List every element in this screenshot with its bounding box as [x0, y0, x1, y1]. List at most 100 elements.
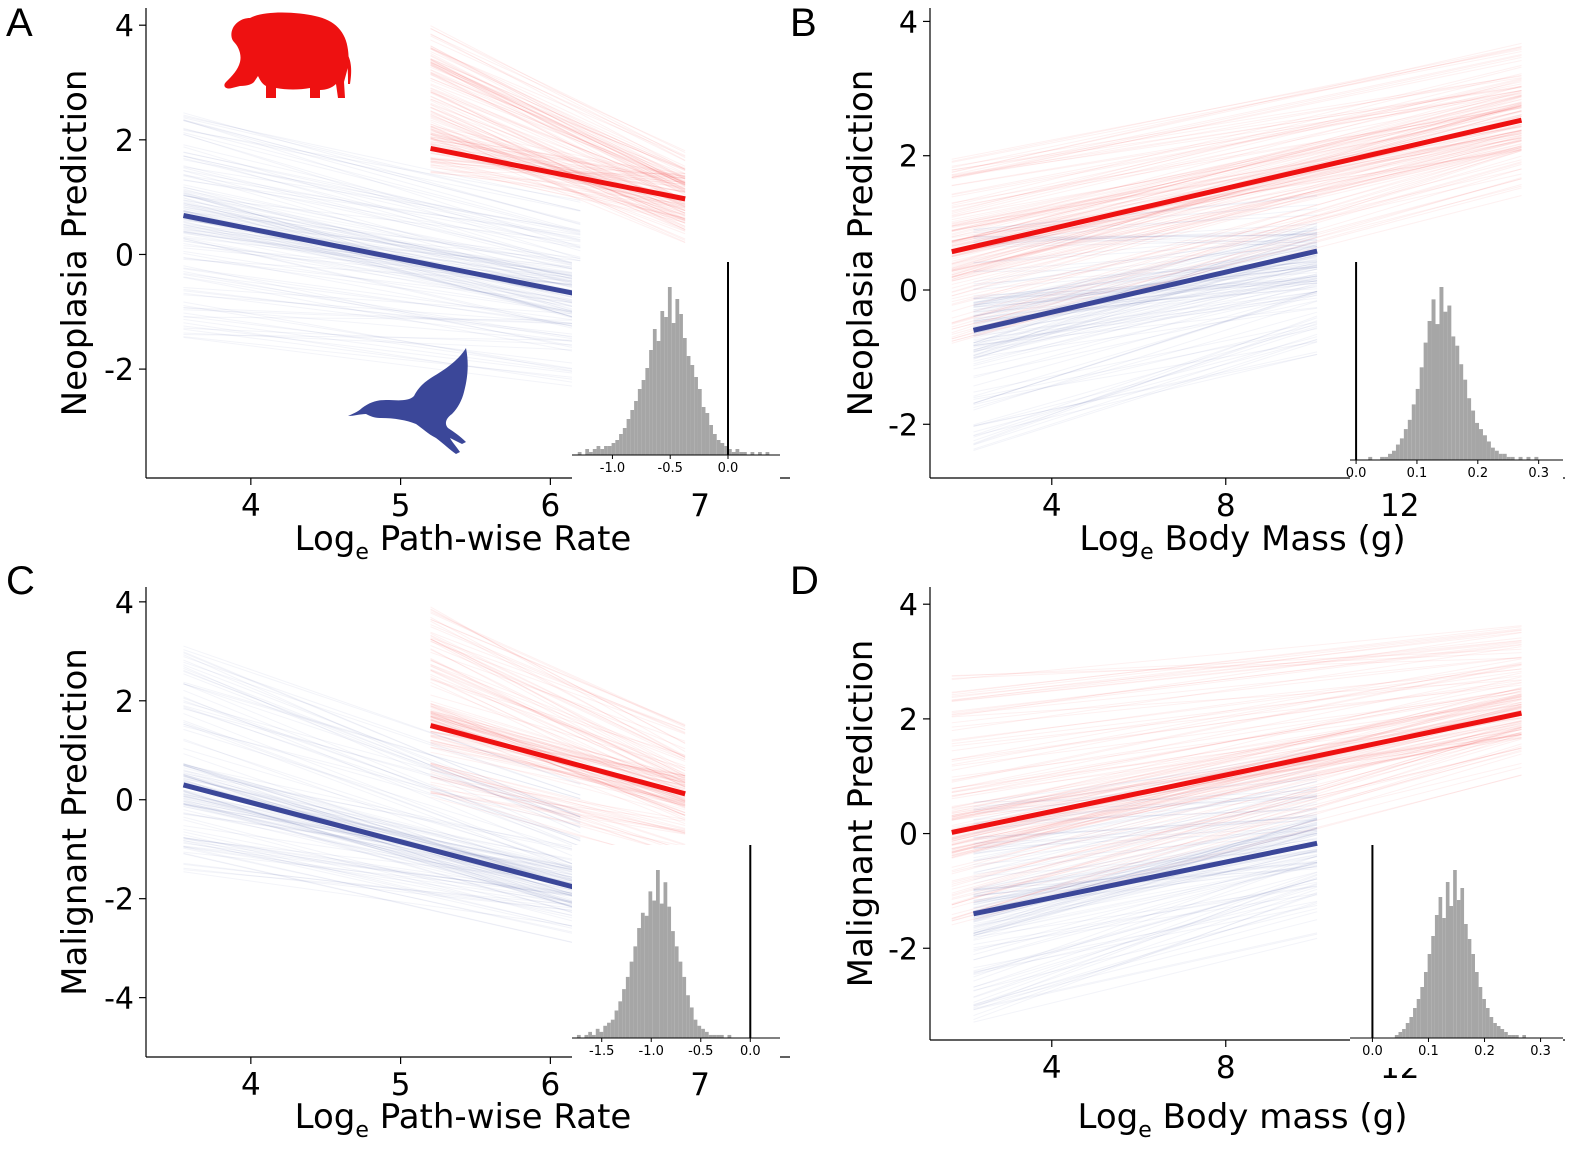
- birds-posterior-line: [183, 851, 581, 897]
- birds-posterior-line: [973, 819, 1318, 838]
- inset-histogram: 0.0 0.1 0.2 0.3: [1350, 845, 1563, 1068]
- mammals-posterior-line: [430, 72, 686, 175]
- x-axis-title-rest: Body mass (g): [1152, 1097, 1408, 1137]
- birds-posterior-line: [183, 763, 581, 885]
- birds-posterior-line: [973, 317, 1318, 436]
- mammals-posterior-line: [951, 728, 1522, 868]
- birds-posterior-line: [973, 322, 1318, 442]
- mammals-posterior-line: [951, 134, 1522, 258]
- mammals-mean-line: [429, 723, 686, 797]
- mammals-posterior-line: [430, 47, 686, 180]
- histogram-bar: [1506, 456, 1511, 460]
- birds-posterior-line: [183, 765, 581, 899]
- birds-posterior-line: [183, 194, 581, 290]
- birds-posterior-line: [973, 789, 1318, 811]
- histogram-bar: [600, 449, 605, 455]
- mammals-posterior-line: [951, 698, 1522, 809]
- histogram-bar: [1485, 1008, 1490, 1038]
- birds-posterior-line: [973, 865, 1318, 941]
- mammals-posterior-line: [951, 745, 1522, 920]
- mammals-posterior-line: [430, 167, 686, 200]
- mammals-posterior-line: [430, 638, 686, 760]
- birds-posterior-line: [973, 850, 1318, 932]
- panel-d: -20244812DLoge Body mass (g)Malignant Pr…: [790, 559, 1565, 1143]
- histogram-bar: [765, 452, 770, 455]
- histogram-bar: [1435, 324, 1440, 460]
- mammals-posterior-line: [430, 620, 686, 757]
- mammals-posterior-line: [951, 140, 1522, 271]
- x-axis-title-subscript: e: [355, 540, 369, 565]
- birds-posterior-line: [973, 273, 1318, 357]
- histogram-bar: [671, 931, 675, 1038]
- birds-posterior-line: [183, 705, 581, 847]
- mammals-posterior-line: [430, 137, 686, 193]
- mammals-posterior-line: [430, 117, 686, 221]
- birds-posterior-line: [973, 266, 1318, 303]
- mammals-posterior-line: [951, 736, 1522, 821]
- mammals-posterior-line: [951, 46, 1522, 162]
- birds-posterior-line: [183, 834, 581, 929]
- mammals-posterior-line: [951, 168, 1522, 300]
- mammals-posterior-line: [430, 792, 686, 832]
- birds-posterior-line: [183, 157, 581, 258]
- birds-posterior-line: [973, 850, 1318, 902]
- mammals-posterior-line: [430, 130, 686, 183]
- birds-posterior-line: [973, 803, 1318, 855]
- birds-posterior-line: [183, 173, 581, 288]
- birds-posterior-line: [973, 885, 1318, 946]
- birds-posterior-line: [183, 763, 581, 878]
- mammals-posterior-line: [951, 147, 1522, 255]
- mammals-posterior-line: [951, 629, 1522, 702]
- mammals-posterior-line: [951, 93, 1522, 187]
- histogram-bar: [690, 365, 695, 455]
- mammals-posterior-line: [951, 688, 1522, 781]
- birds-posterior-line: [973, 231, 1318, 307]
- mammals-posterior-line: [951, 668, 1522, 728]
- birds-posterior-line: [973, 239, 1318, 248]
- birds-posterior-line: [973, 261, 1318, 313]
- mammals-posterior-lines: [430, 25, 686, 244]
- mammals-posterior-line: [951, 712, 1522, 856]
- birds-posterior-line: [973, 275, 1318, 319]
- birds-posterior-line: [973, 324, 1318, 406]
- birds-posterior-line: [183, 194, 581, 279]
- histogram-bar: [640, 912, 645, 1038]
- histogram-bar: [1407, 419, 1412, 460]
- birds-posterior-line: [973, 893, 1318, 949]
- birds-posterior-line: [973, 833, 1318, 908]
- birds-posterior-line: [973, 233, 1318, 241]
- histogram-bar: [652, 329, 657, 455]
- birds-posterior-line: [973, 300, 1318, 377]
- birds-posterior-line: [183, 155, 581, 242]
- histogram-bar: [611, 443, 616, 455]
- mammals-posterior-line: [430, 775, 686, 851]
- mammals-posterior-line: [430, 719, 686, 784]
- mammals-posterior-line: [951, 110, 1522, 269]
- birds-posterior-line: [183, 767, 581, 874]
- birds-posterior-line: [973, 341, 1318, 451]
- birds-posterior-line: [973, 295, 1318, 341]
- histogram-bar: [1434, 915, 1439, 1038]
- x-tick-label: 6: [541, 488, 561, 524]
- birds-mean-line: [182, 213, 581, 298]
- mammals-posterior-line: [430, 54, 686, 184]
- birds-posterior-line: [183, 315, 581, 365]
- mammals-posterior-line: [951, 656, 1522, 724]
- birds-posterior-line: [973, 268, 1318, 337]
- mammals-posterior-line: [430, 792, 686, 835]
- birds-posterior-line: [973, 933, 1318, 1011]
- birds-mean-line: [182, 782, 581, 892]
- mammals-posterior-line: [430, 781, 686, 833]
- birds-posterior-line: [183, 175, 581, 262]
- mammals-posterior-line: [430, 45, 686, 179]
- birds-posterior-line: [973, 850, 1318, 898]
- birds-posterior-line: [183, 773, 581, 911]
- histogram-bar: [743, 452, 747, 455]
- histogram-bar: [592, 449, 597, 455]
- mammals-posterior-line: [430, 65, 686, 180]
- mammals-posterior-line: [430, 110, 686, 217]
- mammals-posterior-line: [951, 702, 1522, 826]
- birds-posterior-line: [183, 166, 581, 231]
- inset-x-tick-label: 0.1: [1407, 466, 1428, 481]
- mammals-posterior-line: [430, 664, 686, 779]
